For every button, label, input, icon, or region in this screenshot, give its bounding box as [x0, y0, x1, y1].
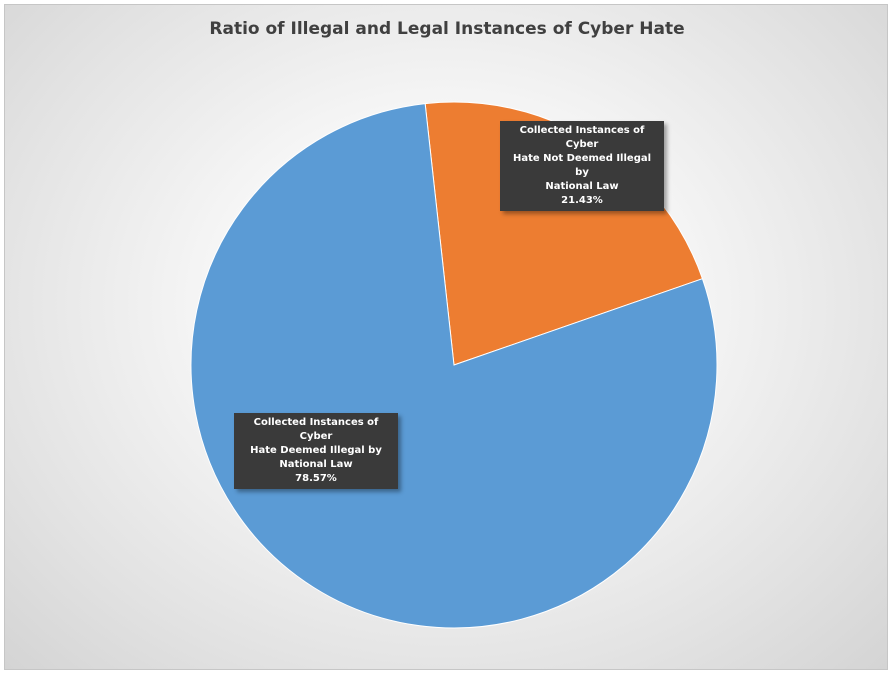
data-label-line: Collected Instances of Cyber: [519, 125, 645, 150]
data-label-line: National Law: [545, 181, 619, 192]
chart-area: Ratio of Illegal and Legal Instances of …: [4, 4, 888, 670]
data-label-line: Hate Not Deemed Illegal by: [512, 153, 652, 178]
chart-title: Ratio of Illegal and Legal Instances of …: [209, 19, 685, 39]
data-label-line: Hate Deemed Illegal by: [250, 445, 382, 456]
data-label-illegal: Collected Instances of Cyber Hate Deemed…: [234, 413, 398, 489]
data-label-line: National Law: [279, 459, 353, 470]
pie-slice-illegal: [190, 103, 718, 629]
data-label-not-illegal: Collected Instances of Cyber Hate Not De…: [500, 121, 664, 211]
pie-chart: [190, 101, 718, 629]
data-label-value: 21.43%: [561, 195, 603, 206]
data-label-line: Collected Instances of Cyber: [253, 417, 379, 442]
data-label-value: 78.57%: [295, 473, 337, 484]
